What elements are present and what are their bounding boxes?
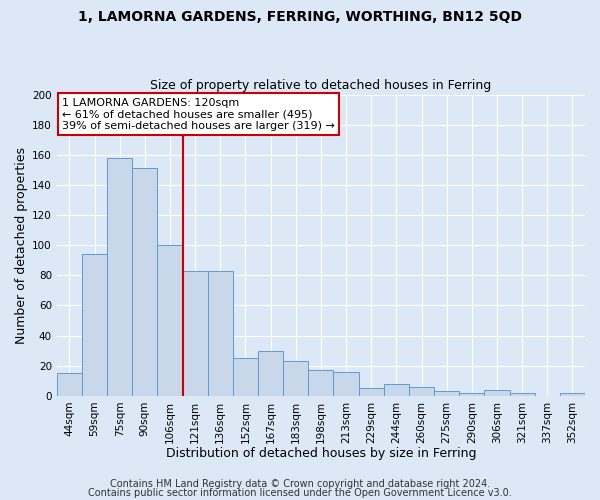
Bar — [308, 370, 334, 396]
Bar — [334, 372, 359, 396]
Text: 1, LAMORNA GARDENS, FERRING, WORTHING, BN12 5QD: 1, LAMORNA GARDENS, FERRING, WORTHING, B… — [78, 10, 522, 24]
Title: Size of property relative to detached houses in Ferring: Size of property relative to detached ho… — [150, 79, 491, 92]
Bar — [82, 254, 107, 396]
Bar — [107, 158, 132, 396]
Text: Contains public sector information licensed under the Open Government Licence v3: Contains public sector information licen… — [88, 488, 512, 498]
Bar — [509, 393, 535, 396]
Bar — [283, 361, 308, 396]
Text: 1 LAMORNA GARDENS: 120sqm
← 61% of detached houses are smaller (495)
39% of semi: 1 LAMORNA GARDENS: 120sqm ← 61% of detac… — [62, 98, 335, 131]
Y-axis label: Number of detached properties: Number of detached properties — [15, 146, 28, 344]
Bar — [132, 168, 157, 396]
Bar — [560, 393, 585, 396]
Bar — [459, 393, 484, 396]
Bar — [484, 390, 509, 396]
Text: Contains HM Land Registry data © Crown copyright and database right 2024.: Contains HM Land Registry data © Crown c… — [110, 479, 490, 489]
Bar — [384, 384, 409, 396]
Bar — [233, 358, 258, 396]
Bar — [359, 388, 384, 396]
Bar — [157, 245, 182, 396]
Bar — [434, 392, 459, 396]
Bar — [57, 374, 82, 396]
Bar — [258, 350, 283, 396]
Bar — [208, 271, 233, 396]
X-axis label: Distribution of detached houses by size in Ferring: Distribution of detached houses by size … — [166, 447, 476, 460]
Bar — [182, 271, 208, 396]
Bar — [409, 387, 434, 396]
